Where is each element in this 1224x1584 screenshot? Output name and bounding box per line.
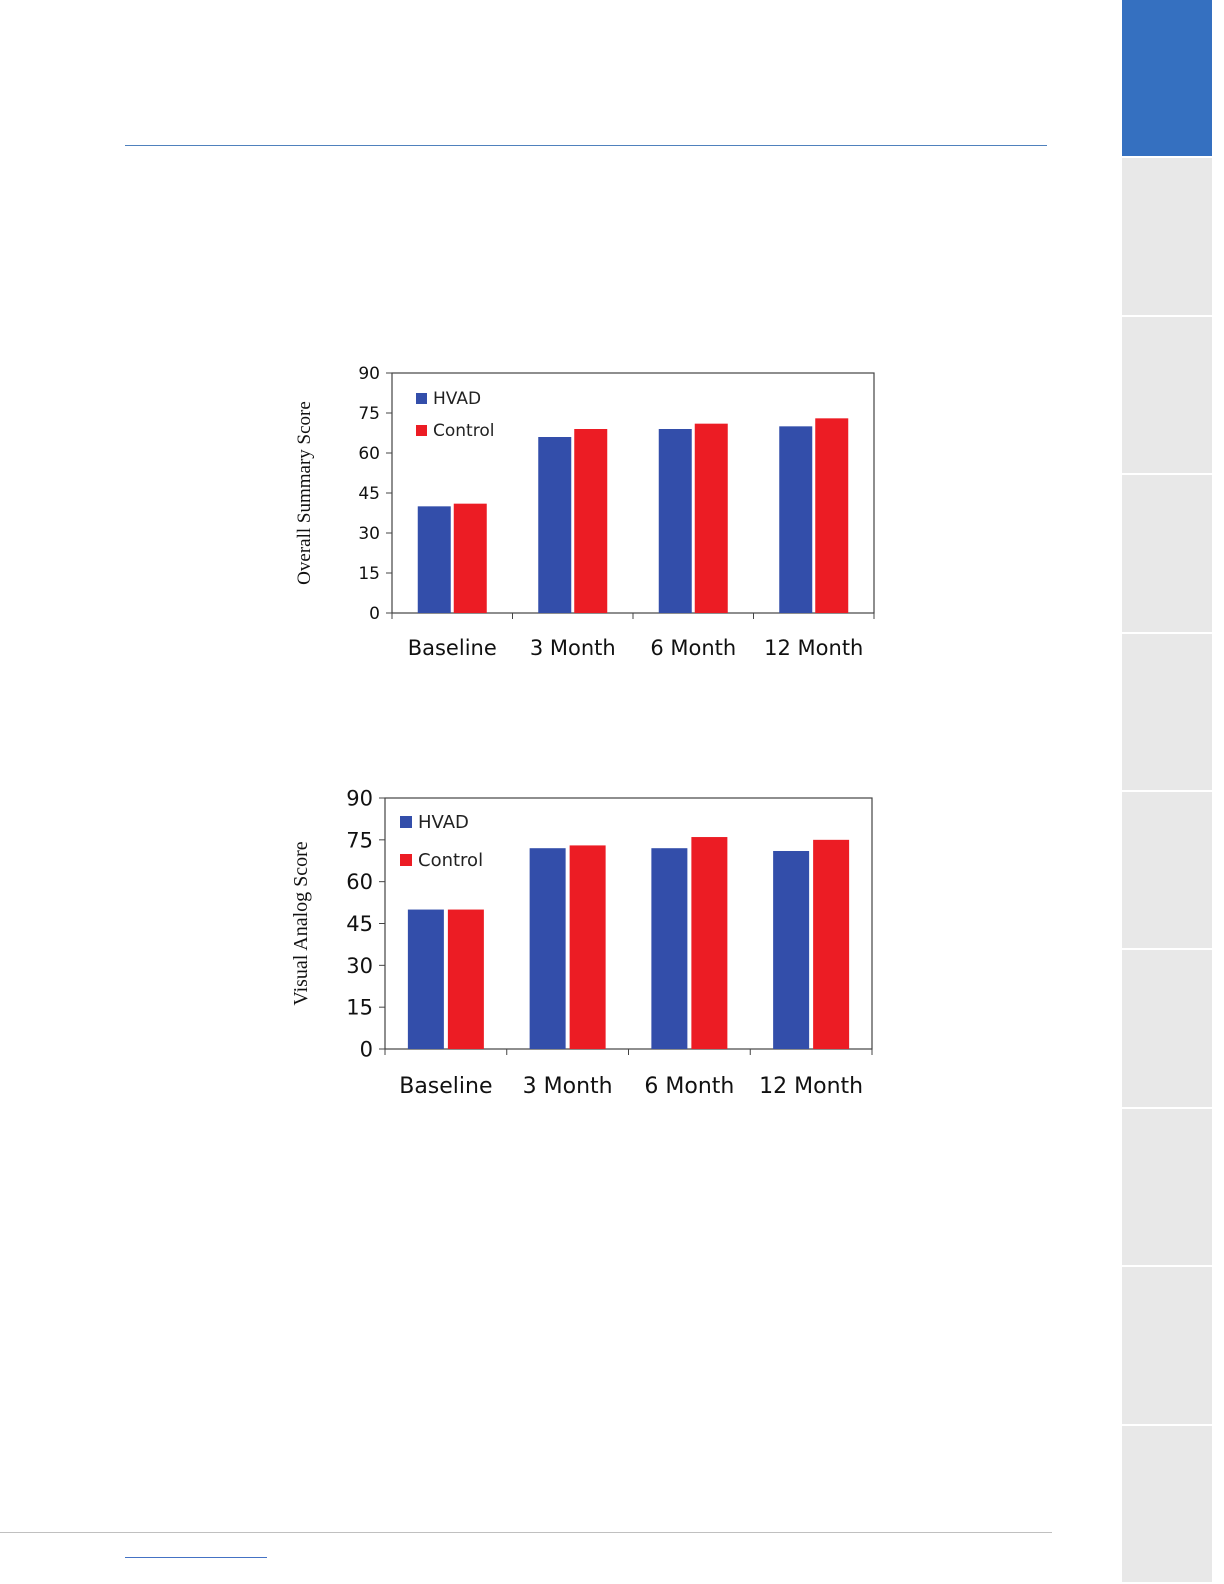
- bar-control-3-month: [569, 845, 606, 1049]
- legend-label-hvad: HVAD: [418, 812, 469, 833]
- legend-swatch-control: [400, 854, 412, 866]
- side-tab-2[interactable]: [1122, 158, 1212, 316]
- side-tab-4[interactable]: [1122, 475, 1212, 633]
- x-tick-label: 12 Month: [759, 1074, 863, 1099]
- side-tab-3[interactable]: [1122, 316, 1212, 475]
- footer-link-underline[interactable]: [125, 1557, 267, 1558]
- y-axis-title: Visual Analog Score: [290, 841, 312, 1005]
- bar-control-12-month: [813, 839, 850, 1049]
- bar-control-12-month: [815, 418, 849, 613]
- bar-hvad-baseline: [417, 506, 451, 613]
- bar-hvad-12-month: [773, 850, 810, 1049]
- x-tick-label: 6 Month: [644, 1074, 734, 1099]
- side-tab-6[interactable]: [1122, 792, 1212, 950]
- y-tick-label: 15: [358, 564, 380, 584]
- y-tick-label: 45: [346, 912, 373, 936]
- bar-control-baseline: [447, 909, 484, 1049]
- y-tick-label: 45: [358, 484, 380, 504]
- x-tick-label: 3 Month: [523, 1074, 613, 1099]
- bar-hvad-baseline: [407, 909, 444, 1049]
- header-rule: [125, 145, 1047, 146]
- y-tick-label: 0: [369, 604, 380, 624]
- x-tick-label: 12 Month: [764, 636, 863, 660]
- bar-hvad-6-month: [651, 848, 688, 1049]
- side-tab-5[interactable]: [1122, 633, 1212, 791]
- y-tick-label: 0: [360, 1038, 373, 1062]
- bar-hvad-3-month: [538, 437, 572, 613]
- side-tab-9[interactable]: [1122, 1267, 1212, 1425]
- side-tab-10[interactable]: [1122, 1425, 1212, 1583]
- y-axis-title: Overall Summary Score: [294, 401, 315, 585]
- side-tab-7[interactable]: [1122, 950, 1212, 1108]
- x-tick-label: Baseline: [408, 636, 497, 660]
- bar-hvad-3-month: [529, 848, 566, 1049]
- y-tick-label: 30: [346, 954, 373, 978]
- y-tick-label: 75: [346, 828, 373, 852]
- legend-swatch-hvad: [416, 393, 427, 404]
- y-tick-label: 75: [358, 404, 380, 424]
- section-tabs[interactable]: [1122, 0, 1212, 1584]
- legend-swatch-control: [416, 425, 427, 436]
- y-tick-label: 30: [358, 524, 380, 544]
- legend-label-control: Control: [418, 850, 483, 871]
- footer-rule: [0, 1532, 1052, 1533]
- y-tick-label: 60: [358, 444, 380, 464]
- x-tick-label: 6 Month: [650, 636, 736, 660]
- page-edge: [1212, 0, 1224, 1584]
- side-tab-1[interactable]: [1122, 0, 1212, 158]
- y-tick-label: 60: [346, 870, 373, 894]
- bar-hvad-12-month: [779, 426, 813, 613]
- x-tick-label: 3 Month: [530, 636, 616, 660]
- y-tick-label: 90: [346, 787, 373, 811]
- side-tab-8[interactable]: [1122, 1108, 1212, 1267]
- x-tick-label: Baseline: [399, 1074, 492, 1099]
- bar-control-baseline: [453, 503, 487, 613]
- bar-control-6-month: [691, 837, 728, 1049]
- y-tick-label: 15: [346, 996, 373, 1020]
- bar-control-6-month: [694, 423, 728, 613]
- bar-hvad-6-month: [658, 429, 692, 613]
- bar-control-3-month: [574, 429, 608, 613]
- legend-label-control: Control: [433, 421, 494, 441]
- y-tick-label: 90: [358, 364, 380, 384]
- legend-label-hvad: HVAD: [433, 389, 481, 409]
- legend-swatch-hvad: [400, 816, 412, 828]
- overall-summary-score-chart: 0 15 30 45 60 75 90 Baseline 3 Month 6 Month 12 Mo…: [294, 364, 875, 660]
- visual-analog-score-chart: 0 15 30 45 60 75 90 Baseline 3 Month 6 Month 12 Mo…: [290, 787, 873, 1099]
